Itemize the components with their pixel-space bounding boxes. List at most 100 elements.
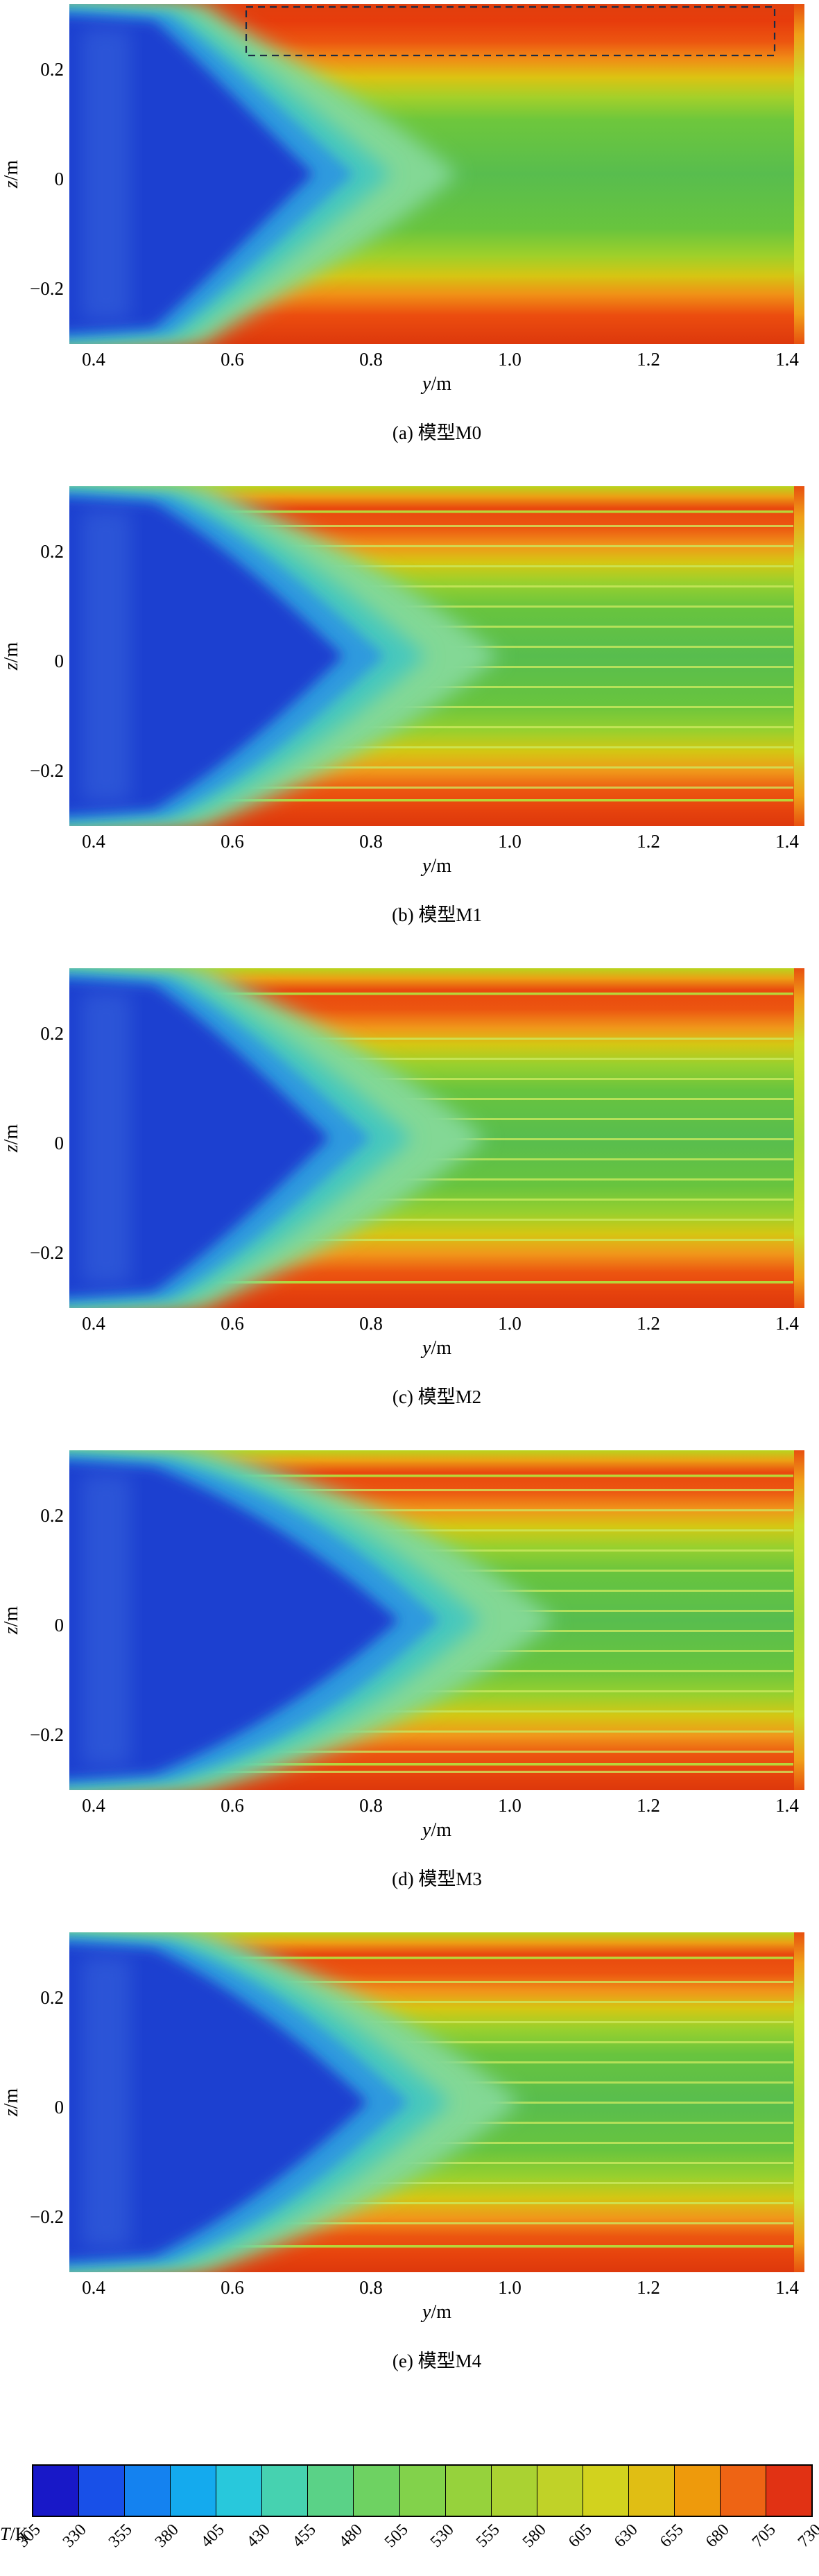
panel-m4: z/m 0.2 0 −0.2 — [0, 1932, 819, 2414]
colorbar-cell — [628, 2466, 675, 2516]
colorbar-unit: /K — [10, 2524, 28, 2544]
x-tick-label: 0.8 — [359, 1313, 383, 1334]
y-tick-label: −0.2 — [30, 760, 64, 781]
x-tick-label: 1.2 — [637, 1795, 660, 1816]
x-tick-label: 0.6 — [221, 831, 244, 852]
colorbar-cell — [262, 2466, 309, 2516]
y-tick-label: 0 — [54, 651, 64, 671]
plot-area-m2: z/m 0.2 0 −0.2 — [1, 968, 804, 1308]
colorbar-cell — [33, 2466, 80, 2516]
y-tick-label: −0.2 — [30, 278, 64, 299]
y-tick-label: 0 — [54, 2097, 64, 2118]
x-axis-ticks: 0.4 0.6 0.8 1.0 1.2 1.4 — [69, 2272, 804, 2301]
colorbar-tick-label: 430 — [243, 2521, 274, 2552]
x-tick-label: 0.8 — [359, 2277, 383, 2298]
colorbar-tick-label: 480 — [335, 2521, 366, 2552]
y-axis-label: z/m — [0, 1450, 24, 1790]
x-tick-label: 0.4 — [82, 349, 105, 370]
y-tick-label: 0 — [54, 169, 64, 189]
zoom-region-box — [245, 6, 776, 57]
colorbar-cell — [766, 2466, 812, 2516]
plot-area-m0: z/m 0.2 0 −0.2 — [1, 4, 804, 344]
plot-area-m1: z/m 0.2 0 −0.2 — [1, 486, 804, 826]
colorbar-tick-label: 655 — [656, 2521, 687, 2552]
y-axis-unit: /m — [1, 1606, 22, 1627]
colorbar-cell — [79, 2466, 126, 2516]
x-axis-label: y/m — [69, 2301, 804, 2332]
plot-area-m3: z/m 0.2 0 −0.2 — [1, 1450, 804, 1790]
y-axis-label: z/m — [0, 1932, 24, 2272]
x-axis-variable: y — [422, 373, 431, 395]
x-tick-label: 0.4 — [82, 1313, 105, 1334]
colorbar-cell — [125, 2466, 171, 2516]
colorbar-labels: T/K 305 330 355 380 405 430 455 480 505 … — [0, 2517, 819, 2575]
x-tick-label: 1.4 — [775, 1313, 799, 1334]
y-tick-label: 0.2 — [40, 1505, 64, 1526]
x-axis-label: y/m — [69, 1819, 804, 1850]
panel-m2: z/m 0.2 0 −0.2 — [0, 968, 819, 1450]
y-axis-variable: z — [1, 1144, 22, 1153]
x-axis-unit: /m — [431, 2301, 451, 2323]
x-axis-ticks: 0.4 0.6 0.8 1.0 1.2 1.4 — [69, 1790, 804, 1819]
y-tick-label: 0.2 — [40, 541, 64, 562]
x-tick-label: 0.4 — [82, 831, 105, 852]
x-tick-label: 1.2 — [637, 349, 660, 370]
panel-caption-m4: (e) 模型M4 — [392, 2351, 482, 2371]
y-axis-label: z/m — [0, 486, 24, 826]
panel-m1: z/m 0.2 0 −0.2 — [0, 486, 819, 968]
colorbar-tick-label: 730 — [794, 2521, 819, 2552]
colorbar: T/K 305 330 355 380 405 430 455 480 505 … — [0, 2464, 819, 2575]
y-tick-label: 0.2 — [40, 1987, 64, 2008]
y-tick-label: 0 — [54, 1615, 64, 1635]
y-tick-label: 0 — [54, 1133, 64, 1153]
x-axis-variable: y — [422, 2301, 431, 2323]
x-tick-label: 1.2 — [637, 831, 660, 852]
x-axis-ticks: 0.4 0.6 0.8 1.0 1.2 1.4 — [69, 826, 804, 855]
y-axis-variable: z — [1, 2109, 22, 2117]
x-axis-label: y/m — [69, 855, 804, 886]
colorbar-tick-label: 680 — [702, 2521, 733, 2552]
y-axis-variable: z — [1, 662, 22, 671]
x-tick-label: 1.0 — [498, 1313, 521, 1334]
x-tick-label: 0.8 — [359, 1795, 383, 1816]
x-axis-unit: /m — [431, 1819, 451, 1841]
colorbar-tick-label: 605 — [564, 2521, 596, 2552]
x-tick-label: 0.6 — [221, 349, 244, 370]
colorbar-cell — [720, 2466, 766, 2516]
x-tick-label: 1.2 — [637, 1313, 660, 1334]
contour-plot-m0 — [69, 4, 804, 344]
colorbar-tick-label: 380 — [151, 2521, 182, 2552]
x-axis-label: y/m — [69, 373, 804, 404]
y-axis-variable: z — [1, 1626, 22, 1635]
x-tick-label: 0.4 — [82, 2277, 105, 2298]
x-axis-ticks: 0.4 0.6 0.8 1.0 1.2 1.4 — [69, 344, 804, 373]
plot-area-m4: z/m 0.2 0 −0.2 — [1, 1932, 804, 2272]
y-tick-label: 0.2 — [40, 1023, 64, 1044]
colorbar-cell — [537, 2466, 583, 2516]
contour-plot-m4 — [69, 1932, 804, 2272]
x-tick-label: 0.4 — [82, 1795, 105, 1816]
colorbar-cell — [216, 2466, 263, 2516]
x-axis-variable: y — [422, 1819, 431, 1841]
y-axis-unit: /m — [1, 160, 22, 181]
colorbar-cell — [583, 2466, 629, 2516]
contour-plot-m3 — [69, 1450, 804, 1790]
colorbar-cell — [354, 2466, 400, 2516]
y-axis-unit: /m — [1, 642, 22, 663]
x-tick-label: 1.4 — [775, 1795, 799, 1816]
colorbar-tick-label: 330 — [59, 2521, 90, 2552]
colorbar-tick-label: 355 — [105, 2521, 136, 2552]
colorbar-tick-label: 580 — [519, 2521, 550, 2552]
colorbar-tick-label: 455 — [288, 2521, 320, 2552]
x-axis-unit: /m — [431, 373, 451, 395]
x-tick-label: 1.4 — [775, 831, 799, 852]
x-tick-label: 1.0 — [498, 831, 521, 852]
y-axis-label: z/m — [0, 968, 24, 1308]
x-tick-label: 1.2 — [637, 2277, 660, 2298]
x-tick-label: 0.8 — [359, 349, 383, 370]
x-tick-label: 0.6 — [221, 2277, 244, 2298]
x-tick-label: 1.4 — [775, 349, 799, 370]
y-tick-label: 0.2 — [40, 59, 64, 80]
contour-plot-m2 — [69, 968, 804, 1308]
x-tick-label: 0.6 — [221, 1795, 244, 1816]
